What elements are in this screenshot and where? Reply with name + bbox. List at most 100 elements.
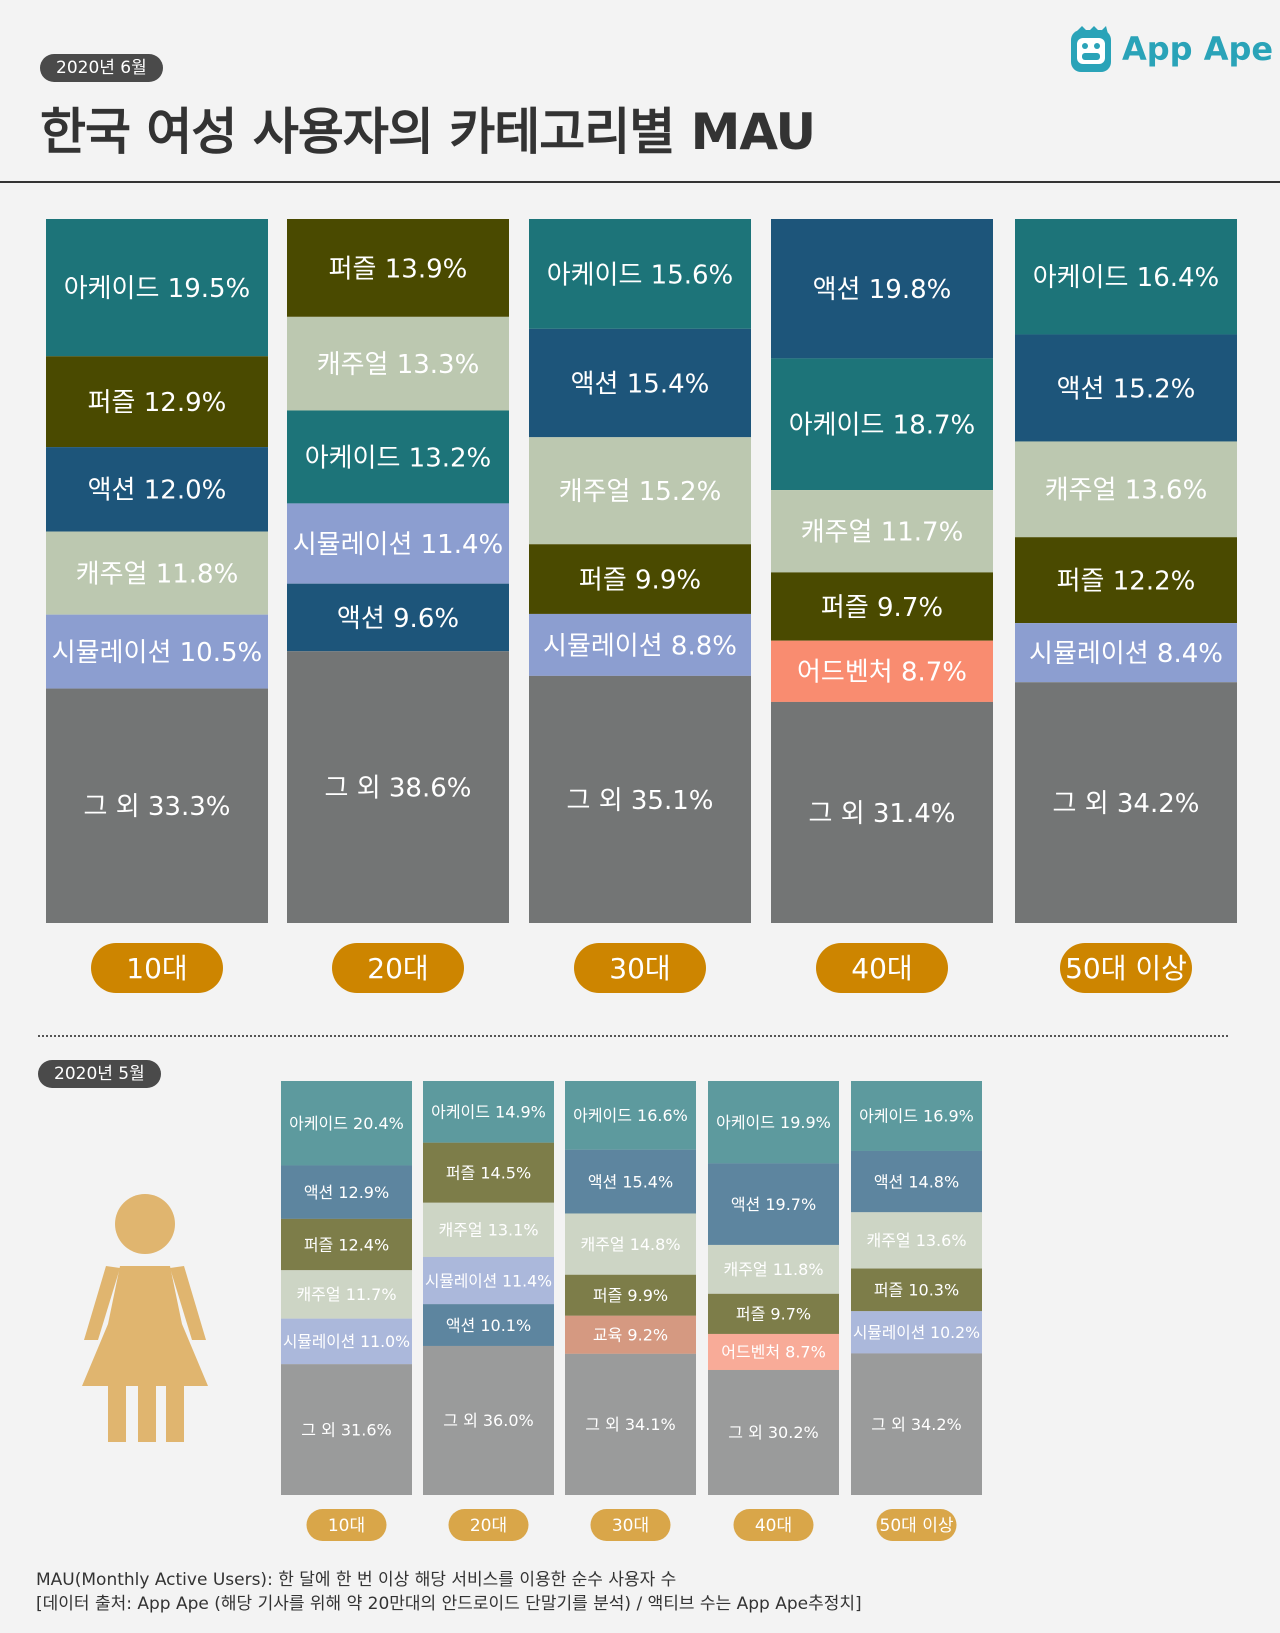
bar-segment-puzzle [1015, 537, 1237, 624]
bar-segment-puzzle [287, 219, 509, 317]
bar-stack-1: 아케이드 20.4% 액션 12.9% 퍼즐 12.4% 캐주얼 11.7% 시뮬레이션… [281, 1081, 412, 1495]
bar-segment-other [565, 1353, 696, 1495]
bar-segment-arcade [565, 1081, 696, 1150]
bar-segment-puzzle [529, 544, 751, 614]
bar-segment-label: 그 외 30.2% [728, 1423, 818, 1442]
bar-stack-3: 아케이드 15.6% 액션 15.4% 캐주얼 15.2% 퍼즐 9.9% 시뮬레이션 … [529, 219, 751, 923]
bar-segment-puzzle [281, 1218, 412, 1271]
bar-segment-label: 시뮬레이션 8.8% [543, 631, 737, 661]
date-badge-june: 2020년 6월 [40, 54, 163, 82]
bar-stack-4: 액션 19.8% 아케이드 18.7% 캐주얼 11.7% 퍼즐 9.7% 어드벤처 8… [771, 219, 993, 923]
date-badge-may: 2020년 5월 [38, 1060, 161, 1088]
bar-segment-label: 액션 10.1% [446, 1316, 531, 1335]
bar-stack-4: 아케이드 19.9% 액션 19.7% 캐주얼 11.8% 퍼즐 9.7% 어드벤처 8… [708, 1081, 839, 1495]
bar-segment-arcade [1015, 219, 1237, 335]
bar-segment-arcade [281, 1081, 412, 1166]
bar-stack-5: 아케이드 16.9% 액션 14.8% 캐주얼 13.6% 퍼즐 10.3% 시뮬레이션… [851, 1081, 982, 1495]
bar-segment-arcade [423, 1081, 554, 1143]
category-badge [91, 943, 223, 993]
bar-segment-label: 그 외 34.2% [871, 1415, 961, 1434]
bar-segment-label: 어드벤처 8.7% [797, 658, 967, 688]
bar-segment-label: 교육 9.2% [593, 1326, 668, 1345]
category-badge [332, 943, 464, 993]
bar-segment-label: 그 외 36.0% [443, 1411, 533, 1430]
bar-segment-simulation [46, 614, 268, 689]
bar-segment-label: 액션 15.4% [571, 369, 710, 399]
bar-segment-other [529, 675, 751, 923]
bar-segment-label: 퍼즐 9.9% [579, 565, 701, 595]
category-badge [816, 943, 948, 993]
bar-segment-casual [281, 1270, 412, 1319]
bar-segment-casual [1015, 441, 1237, 538]
bar-segment-other [46, 688, 268, 923]
category-badge [306, 1509, 387, 1541]
bar-segment-adventure [771, 640, 993, 702]
bar-segment-action [46, 447, 268, 532]
bar-segment-label: 그 외 31.4% [809, 799, 956, 829]
bar-segment-arcade [46, 219, 268, 357]
bar-stack-3: 아케이드 16.6% 액션 15.4% 캐주얼 14.8% 퍼즐 9.9% 교육 9.2… [565, 1081, 696, 1495]
may-stacked-bar-chart: 아케이드 20.4% 액션 12.9% 퍼즐 12.4% 캐주얼 11.7% 시뮬레이션… [281, 1081, 982, 1541]
page-title: 한국 여성 사용자의 카테고리별 MAU [40, 103, 816, 161]
brand-logo: App Ape [1068, 24, 1273, 74]
bar-segment-simulation [281, 1318, 412, 1365]
category-badge [574, 943, 706, 993]
bar-segment-label: 캐주얼 11.7% [801, 518, 964, 548]
bar-segment-label: 아케이드 16.4% [1033, 263, 1220, 293]
bar-segment-label: 아케이드 19.9% [716, 1113, 831, 1132]
bar-segment-label: 그 외 31.6% [301, 1420, 391, 1439]
bar-segment-label: 어드벤처 8.7% [721, 1343, 826, 1362]
bar-segment-label: 퍼즐 10.3% [874, 1281, 959, 1300]
bar-segment-casual [565, 1213, 696, 1275]
bar-segment-label: 아케이드 15.6% [547, 260, 734, 290]
bar-segment-casual [771, 490, 993, 573]
category-badge [733, 1509, 814, 1541]
bar-segment-label: 아케이드 16.9% [859, 1107, 974, 1126]
bar-segment-action [281, 1165, 412, 1219]
category-label: 10대 [126, 952, 187, 985]
bar-segment-label: 시뮬레이션 11.4% [425, 1271, 552, 1290]
bar-segment-label: 아케이드 13.2% [305, 443, 492, 473]
bar-segment-puzzle [565, 1274, 696, 1316]
bar-segment-simulation [423, 1256, 554, 1305]
bar-segment-label: 아케이드 14.9% [431, 1103, 546, 1122]
bar-segment-label: 아케이드 16.6% [573, 1106, 688, 1125]
category-badge [448, 1509, 529, 1541]
bar-segment-casual [851, 1212, 982, 1269]
bar-segment-other [851, 1353, 982, 1495]
bar-segment-label: 액션 12.9% [304, 1183, 389, 1202]
footer-notes: MAU(Monthly Active Users): 한 달에 한 번 이상 해… [36, 1568, 862, 1616]
title-divider [0, 181, 1280, 183]
bar-segment-arcade [851, 1081, 982, 1151]
category-label: 40대 [755, 1516, 792, 1536]
bar-segment-arcade [287, 410, 509, 504]
section-divider [38, 1035, 1228, 1037]
category-label: 20대 [367, 952, 428, 985]
bar-segment-label: 캐주얼 13.6% [1045, 476, 1208, 506]
bar-segment-label: 캐주얼 13.6% [866, 1231, 966, 1250]
bar-segment-simulation [1015, 623, 1237, 683]
bar-segment-label: 캐주얼 13.3% [317, 350, 480, 380]
bar-segment-label: 그 외 34.2% [1053, 789, 1200, 819]
bar-segment-label: 퍼즐 14.5% [446, 1163, 531, 1182]
bar-stack-5: 아케이드 16.4% 액션 15.2% 캐주얼 13.6% 퍼즐 12.2% 시뮬레이션… [1015, 219, 1237, 923]
bar-segment-casual [46, 531, 268, 615]
bar-segment-other [287, 651, 509, 923]
bar-segment-label: 퍼즐 9.7% [821, 593, 943, 623]
bar-segment-simulation [529, 613, 751, 676]
bar-segment-puzzle [771, 572, 993, 641]
bar-segment-label: 퍼즐 12.9% [88, 388, 227, 418]
category-label: 50대 이상 [880, 1516, 954, 1536]
bar-segment-label: 시뮬레이션 10.5% [52, 638, 262, 668]
bar-segment-label: 캐주얼 11.7% [296, 1285, 396, 1304]
bar-segment-other [1015, 682, 1237, 923]
bar-segment-label: 아케이드 20.4% [289, 1114, 404, 1133]
bar-segment-puzzle [423, 1142, 554, 1203]
bar-segment-other [423, 1345, 554, 1495]
bar-segment-label: 시뮬레이션 11.4% [293, 530, 503, 560]
bar-segment-label: 액션 14.8% [874, 1172, 959, 1191]
bar-segment-label: 퍼즐 9.9% [593, 1286, 668, 1305]
woman-icon [82, 1194, 208, 1442]
bar-segment-casual [423, 1202, 554, 1257]
bar-segment-label: 아케이드 18.7% [789, 411, 976, 441]
